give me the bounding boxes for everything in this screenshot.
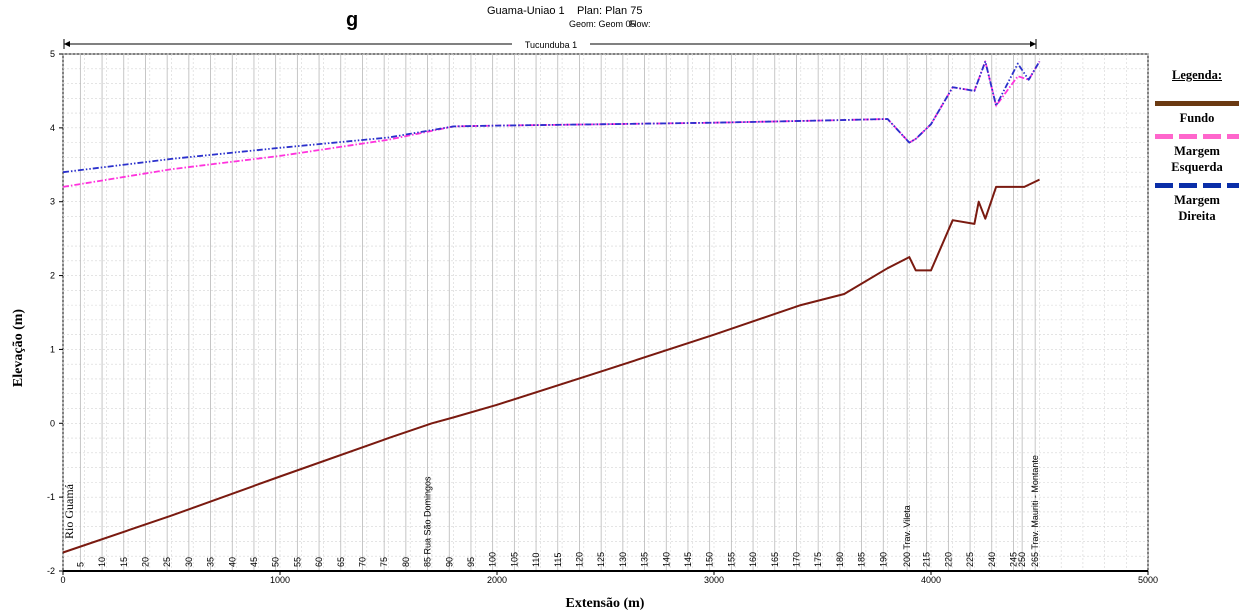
station-label: 150 [705, 552, 715, 567]
station-label: 160 [748, 552, 758, 567]
station-label: 145 [683, 552, 693, 567]
header-flow: Flow: [629, 19, 651, 29]
station-label: 140 [661, 552, 671, 567]
legend-item-margem-esquerda: Margem Esquerda [1171, 144, 1223, 174]
station-label: 180 [835, 552, 845, 567]
station-label: 200 Trav. Vileta [902, 505, 912, 567]
station-label: 170 [791, 552, 801, 567]
station-label: 100 [488, 552, 498, 567]
station-label: 80 [401, 557, 411, 567]
station-label: 155 [726, 552, 736, 567]
header-project: Guama-Uniao 1 [487, 5, 565, 17]
station-label: 65 [336, 557, 346, 567]
legend-title: Legenda: [1172, 68, 1222, 82]
station-label: 25 [162, 557, 172, 567]
x-tick-label: 0 [60, 575, 65, 585]
station-label: 185 [857, 552, 867, 567]
reach-arrow-right-icon [1030, 41, 1036, 47]
x-tick-label: 5000 [1138, 575, 1158, 585]
legend-item-fundo: Fundo [1179, 111, 1215, 125]
station-label: 105 [509, 552, 519, 567]
y-tick-label: 0 [50, 418, 55, 428]
station-label: 225 [965, 552, 975, 567]
station-label: 20 [140, 557, 150, 567]
station-label: 95 [466, 557, 476, 567]
y-axis-label: Elevação (m) [11, 309, 26, 387]
reach-label: Tucunduba 1 [525, 40, 577, 50]
start-label: Rio Guamá [62, 483, 76, 539]
legend: Legenda: Fundo Margem Esquerda Margem Di… [1152, 68, 1242, 232]
station-label: 35 [206, 557, 216, 567]
station-label: 110 [531, 553, 541, 567]
station-label: 50 [271, 557, 281, 567]
y-tick-label: 3 [50, 197, 55, 207]
header-geom: Geom: Geom 05 [569, 19, 636, 29]
station-label: 60 [314, 557, 324, 567]
station-label: 135 [640, 552, 650, 567]
y-tick-label: 4 [50, 123, 55, 133]
x-tick-label: 3000 [704, 575, 724, 585]
station-label: 85 Rua São Domingos [423, 476, 433, 567]
station-label: 165 [770, 552, 780, 567]
station-label: 130 [618, 552, 628, 567]
x-tick-label: 2000 [487, 575, 507, 585]
station-label: 30 [184, 557, 194, 567]
series-line-fundo [62, 178, 1040, 554]
station-label: 75 [379, 557, 389, 567]
y-tick-label: 5 [50, 49, 55, 59]
y-tick-label: 2 [50, 271, 55, 281]
station-label: 40 [227, 557, 237, 567]
station-label: 10 [97, 557, 107, 567]
station-label: 120 [574, 552, 584, 567]
reach-arrow-left-icon [64, 41, 70, 47]
y-tick-label: 1 [50, 344, 55, 354]
station-label: 45 [249, 557, 259, 567]
x-tick-label: 1000 [270, 575, 290, 585]
station-label: 5 [75, 562, 85, 567]
station-label: 190 [878, 552, 888, 567]
station-label: 245 [1008, 552, 1018, 567]
station-label: 175 [813, 552, 823, 567]
plot-frame [62, 53, 1149, 572]
station-label: 15 [119, 557, 129, 567]
series-line-margem-direita [62, 60, 1041, 174]
station-label: 215 [922, 552, 932, 567]
plot-area: 5 10 15 20 25 30 35 40 45 50 55 60 65 70 75 80 85 Rua Sã… [47, 49, 1158, 585]
y-tick-label: -2 [47, 566, 55, 576]
x-tick-label: 4000 [921, 575, 941, 585]
station-label: 250 [1017, 552, 1027, 567]
y-tick-label: -1 [47, 492, 55, 502]
station-label: 240 [987, 552, 997, 567]
legend-swatch-fundo [1155, 101, 1239, 106]
station-label: 220 [943, 552, 953, 567]
header-plan: Plan: Plan 75 [577, 5, 642, 17]
legend-swatch-margem-direita [1155, 183, 1239, 188]
title-fragment: g [346, 9, 358, 31]
station-label: 265 Trav. Mauriti - Montante [1030, 455, 1040, 567]
station-label: 90 [444, 557, 454, 567]
station-label: 125 [596, 552, 606, 567]
x-axis-label: Extensão (m) [566, 596, 645, 611]
legend-item-margem-direita: Margem Direita [1174, 193, 1220, 223]
station-label: 115 [553, 553, 563, 567]
station-label: 55 [292, 557, 302, 567]
station-label: 70 [357, 557, 367, 567]
legend-swatch-margem-esquerda [1155, 134, 1239, 139]
